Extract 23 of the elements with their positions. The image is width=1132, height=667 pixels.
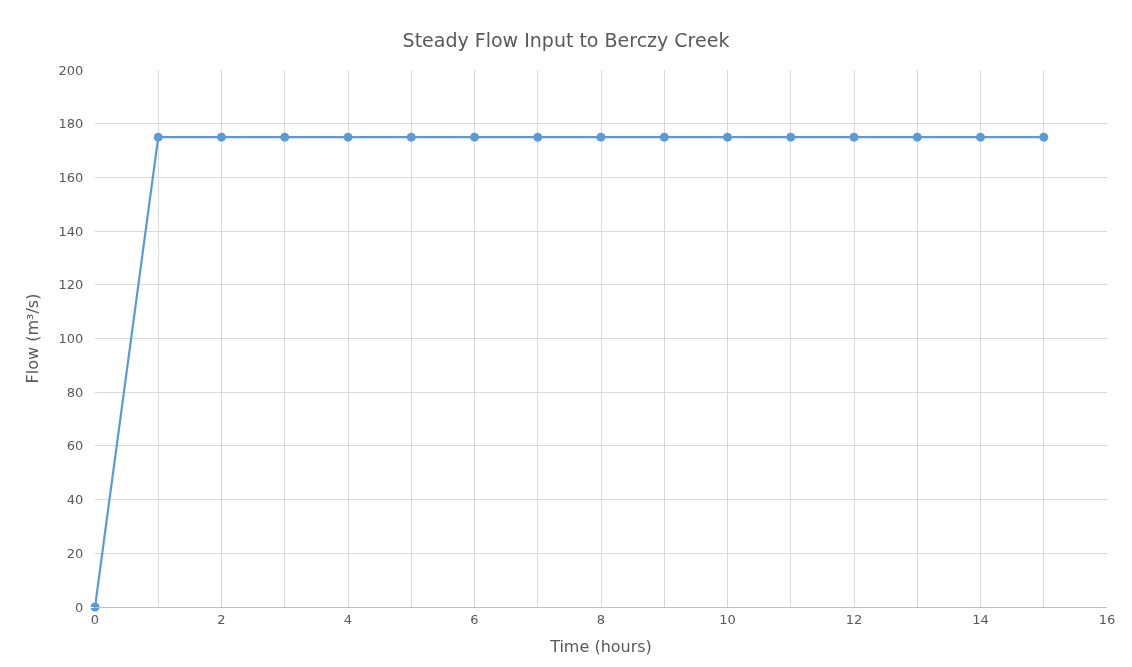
y-tick-label: 100 (58, 331, 84, 347)
x-tick-label: 6 (470, 611, 479, 627)
y-tick-label: 20 (66, 545, 84, 561)
x-tick-label: 8 (596, 611, 606, 627)
x-tick-label: 2 (217, 611, 226, 627)
x-tick-label: 12 (845, 611, 863, 627)
x-tick-label: 0 (90, 611, 100, 627)
y-tick-label: 180 (58, 116, 84, 132)
x-tick-label: 14 (972, 611, 989, 627)
y-tick-label: 80 (66, 384, 84, 400)
x-tick-label: 10 (719, 611, 736, 627)
y-tick-label: 40 (66, 492, 84, 508)
x-tick-label: 4 (343, 611, 353, 627)
y-tick-label: 60 (66, 438, 84, 454)
y-axis-title: Flow (m³/s) (23, 293, 43, 384)
x-tick-label: 16 (1098, 611, 1116, 627)
y-tick-label: 0 (75, 599, 84, 615)
chart-title: Steady Flow Input to Berczy Creek (402, 28, 730, 51)
y-tick-label: 200 (58, 62, 84, 78)
y-tick-label: 140 (58, 223, 84, 239)
y-tick-label: 120 (58, 277, 84, 293)
y-tick-label: 160 (58, 169, 84, 185)
x-axis-title: Time (hours) (549, 637, 652, 657)
